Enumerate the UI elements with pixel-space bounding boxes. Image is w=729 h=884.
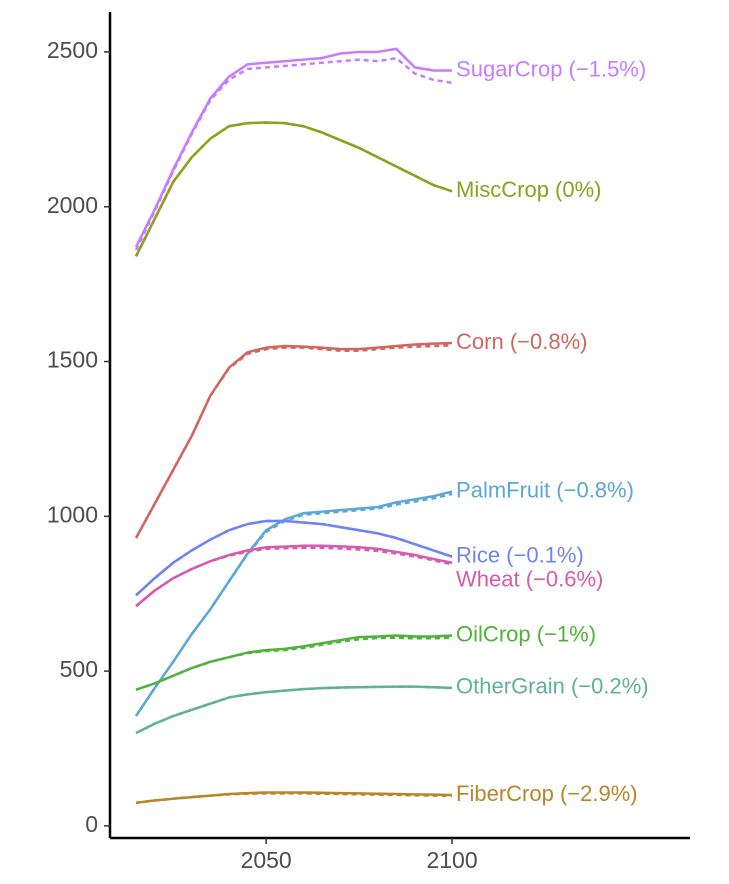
series-label: Wheat (−0.6%) — [456, 566, 603, 591]
x-tick-label: 2100 — [426, 847, 477, 873]
series-label: Rice (−0.1%) — [456, 542, 584, 567]
line — [135, 685, 453, 735]
series-label: PalmFruit (−0.8%) — [456, 477, 634, 502]
line — [134, 121, 453, 257]
y-tick-label: 2500 — [47, 37, 98, 63]
line — [135, 791, 453, 804]
dashed-line — [135, 685, 453, 735]
line — [134, 47, 453, 248]
line — [135, 634, 453, 691]
line — [134, 490, 453, 717]
y-tick-label: 0 — [85, 811, 98, 837]
y-tick-label: 2000 — [47, 192, 98, 218]
line — [135, 544, 453, 608]
series-label: OilCrop (−1%) — [456, 621, 596, 646]
dashed-line — [134, 121, 453, 257]
line — [134, 341, 453, 539]
dashed-line — [134, 344, 453, 539]
series-label: Corn (−0.8%) — [456, 329, 587, 354]
y-tick-label: 1500 — [47, 347, 98, 373]
y-tick-label: 1000 — [47, 501, 98, 527]
series-label: OtherGrain (−0.2%) — [456, 674, 649, 699]
dashed-line — [135, 519, 453, 597]
y-tick-label: 500 — [60, 656, 98, 682]
series-label: SugarCrop (−1.5%) — [456, 56, 646, 81]
x-tick-label: 2050 — [241, 847, 292, 873]
dashed-line — [134, 56, 453, 251]
series-label: FiberCrop (−2.9%) — [456, 781, 638, 806]
series-label: MiscCrop (0%) — [456, 177, 601, 202]
dashed-line — [134, 492, 453, 717]
line — [135, 519, 453, 597]
